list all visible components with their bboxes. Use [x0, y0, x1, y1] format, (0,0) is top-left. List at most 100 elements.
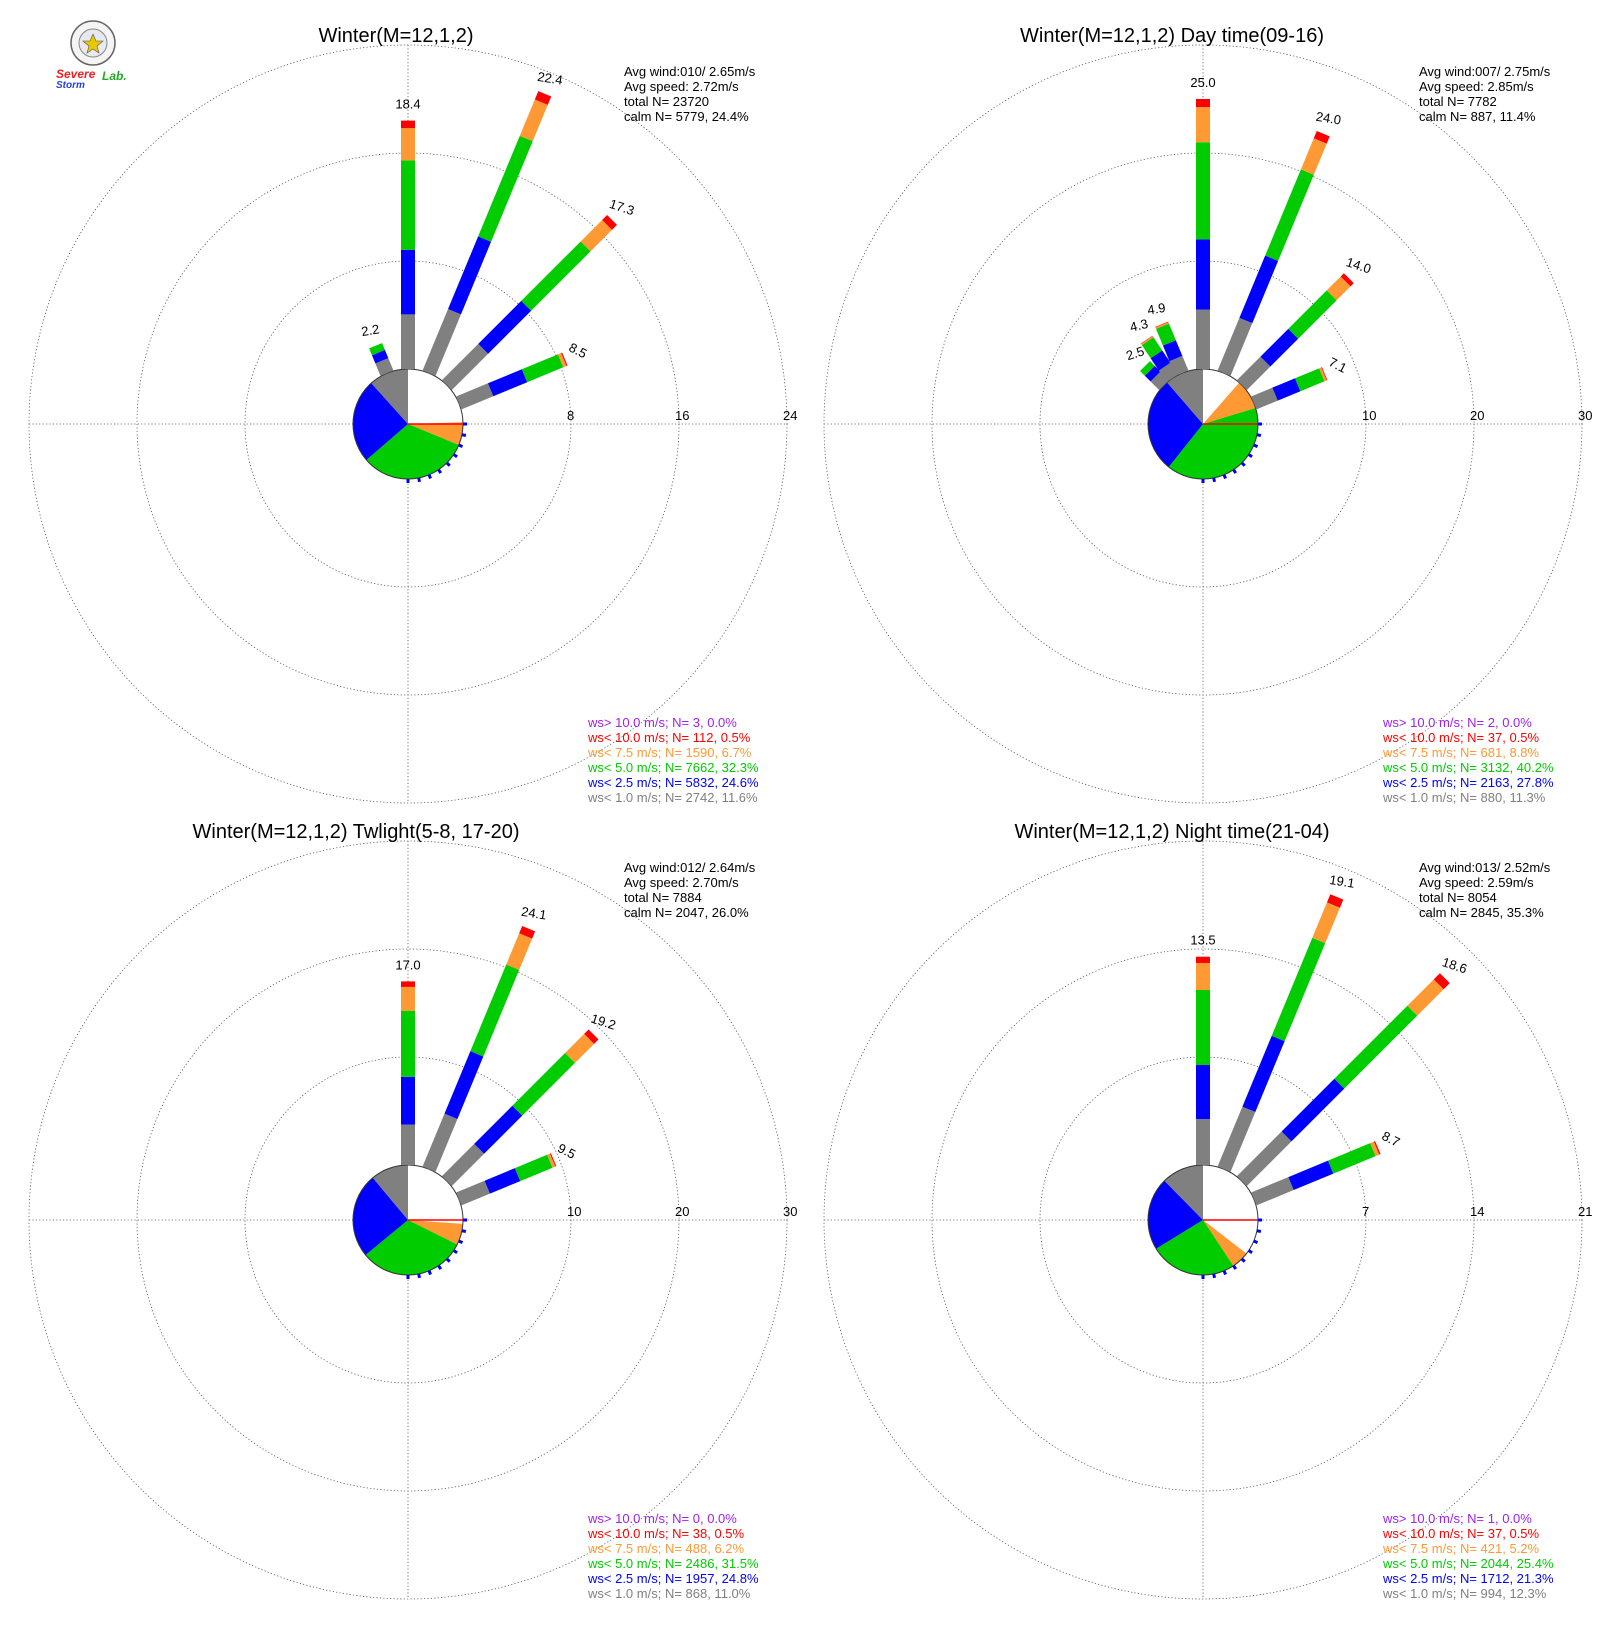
bar-segment	[514, 1154, 553, 1182]
ring-tick-label: 10	[567, 1204, 581, 1219]
minor-bar	[1222, 474, 1227, 480]
bar-value-label: 8.5	[566, 340, 589, 362]
bar-value-label: 17.0	[395, 957, 420, 972]
bar-value-label: 4.9	[1146, 300, 1166, 318]
bar-segment	[547, 1153, 556, 1168]
bar-segment	[549, 1153, 557, 1167]
calm-pie-slice	[365, 1220, 458, 1275]
bar-segment	[1196, 956, 1210, 963]
bar-segment	[1433, 973, 1450, 990]
calm-pie-slice	[1148, 1180, 1203, 1249]
bar-segment	[1217, 1106, 1256, 1172]
legend-entry: ws< 5.0 m/s; N= 2044, 25.4%	[1382, 1556, 1554, 1571]
bar-segment	[1300, 138, 1327, 175]
bar-segment	[521, 354, 564, 383]
legend-entry: ws< 10.0 m/s; N= 37, 0.5%	[1382, 730, 1540, 745]
bar-segment	[1196, 309, 1210, 369]
logo-text-severe: Severe	[56, 67, 96, 81]
bar-segment	[401, 1076, 415, 1125]
bar-segment	[1313, 131, 1330, 144]
bar-segment	[1265, 169, 1314, 261]
info-avg-speed: Avg speed: 2.85m/s	[1419, 79, 1534, 94]
calm-pie-slice	[1203, 369, 1240, 424]
bar-segment	[401, 120, 415, 129]
bar-segment	[1281, 1078, 1345, 1142]
bar-segment	[534, 91, 552, 105]
legend-entry: ws< 7.5 m/s; N= 488, 6.2%	[587, 1541, 745, 1556]
calm-pie-slice	[408, 422, 464, 445]
bar-segment	[401, 1124, 415, 1165]
bar-segment	[1271, 937, 1326, 1042]
calm-pie-slice	[353, 383, 408, 460]
bar-segment	[561, 352, 568, 366]
bar-value-label: 19.2	[589, 1011, 618, 1033]
info-total: total N= 8054	[1419, 890, 1497, 905]
bar-segment	[512, 1052, 576, 1116]
bar-segment	[1407, 979, 1444, 1016]
minor-bar	[452, 453, 458, 459]
minor-bar	[1240, 1257, 1246, 1263]
calm-pie-slice	[1203, 1165, 1258, 1254]
bar-segment	[422, 1113, 458, 1172]
bar-segment	[1288, 290, 1337, 339]
info-calm: calm N= 887, 11.4%	[1419, 109, 1536, 124]
bar-segment	[401, 249, 415, 315]
range-ring	[1039, 1056, 1367, 1384]
minor-bar	[1232, 1264, 1238, 1270]
bar-segment	[557, 353, 567, 368]
minor-bar	[1212, 477, 1216, 483]
bar-segment	[478, 300, 532, 354]
minor-bar	[1222, 1270, 1227, 1276]
info-avg-speed: Avg speed: 2.72m/s	[624, 79, 739, 94]
legend-entry: ws> 10.0 m/s; N= 2, 0.0%	[1382, 715, 1532, 730]
legend-entry: ws< 5.0 m/s; N= 3132, 40.2%	[1382, 760, 1554, 775]
calm-pie-slice	[371, 369, 408, 424]
bar-segment	[1196, 962, 1210, 991]
bar-segment	[484, 1168, 521, 1194]
legend-entry: ws< 10.0 m/s; N= 37, 0.5%	[1382, 1526, 1540, 1541]
bar-segment	[401, 1010, 415, 1077]
minor-bar	[1256, 1229, 1262, 1233]
legend-entry: ws< 1.0 m/s; N= 880, 11.3%	[1382, 790, 1546, 805]
bar-segment	[1162, 340, 1183, 362]
minor-bar	[458, 1239, 464, 1244]
legend-entry: ws< 1.0 m/s; N= 868, 11.0%	[587, 1586, 751, 1601]
range-ring	[1039, 260, 1367, 588]
bar-segment	[1196, 142, 1210, 240]
minor-bar	[417, 1273, 421, 1279]
bar-segment	[1288, 1160, 1334, 1191]
bar-segment	[1236, 356, 1271, 391]
bar-segment	[1141, 336, 1154, 346]
ring-tick-label: 20	[1470, 408, 1484, 423]
chart-title: Winter(M=12,1,2) Twlight(5-8, 17-20)	[193, 821, 520, 843]
bar-segment	[1239, 255, 1279, 324]
legend-entry: ws< 2.5 m/s; N= 5832, 24.6%	[587, 775, 759, 790]
seal-star-icon	[82, 33, 104, 54]
bar-value-label: 19.1	[1328, 872, 1355, 891]
bar-segment	[519, 99, 548, 142]
minor-bar	[1253, 443, 1259, 448]
bar-segment	[369, 343, 385, 356]
wind-rose-panel-1: 8 16 24 2.2 18.4 22.4 17.3 8.5 Winter(M=12,1,2) A…	[28, 25, 797, 805]
bar-value-label: 24.0	[1315, 109, 1342, 128]
bar-segment	[1140, 361, 1155, 376]
bar-segment	[1156, 323, 1176, 346]
legend-entry: ws< 10.0 m/s; N= 38, 0.5%	[587, 1526, 745, 1541]
bar-segment	[1328, 1143, 1376, 1174]
calm-pie-slice	[1156, 1220, 1234, 1275]
bar-segment	[1196, 107, 1210, 143]
bar-segment	[1150, 350, 1171, 371]
ring-tick-label: 24	[783, 408, 797, 423]
ring-tick-label: 8	[567, 408, 574, 423]
bar-segment	[487, 369, 528, 397]
legend-entry: ws< 5.0 m/s; N= 7662, 32.3%	[587, 760, 759, 775]
minor-bar	[461, 433, 467, 437]
calm-pie-slice	[408, 369, 463, 424]
bar-segment	[441, 1143, 485, 1187]
minor-bar	[437, 468, 443, 474]
bar-segment	[456, 1180, 490, 1206]
minor-bar	[458, 443, 464, 448]
minor-bar	[1212, 1273, 1216, 1279]
ring-tick-label: 30	[1578, 408, 1592, 423]
